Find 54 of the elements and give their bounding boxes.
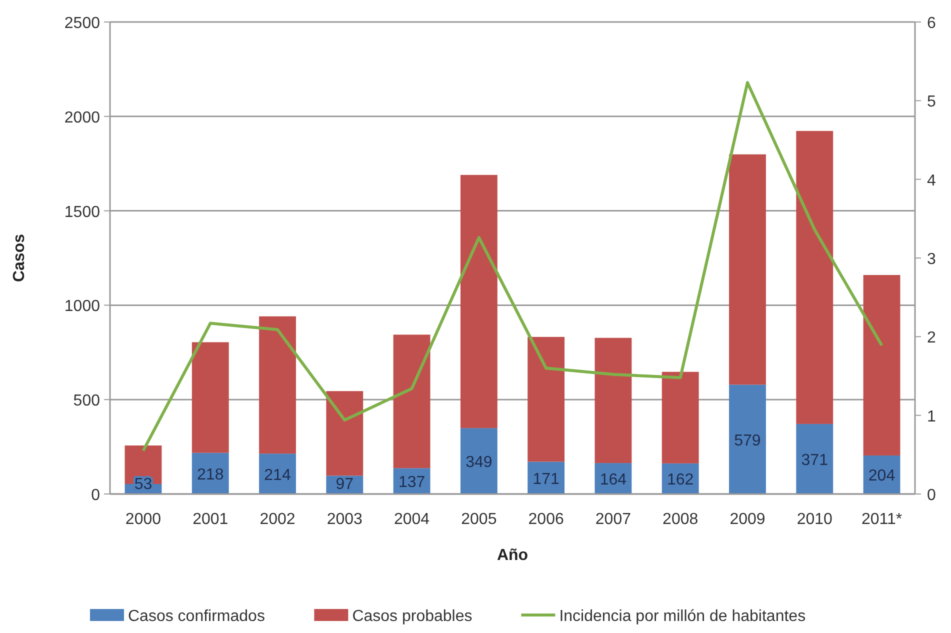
y-tick-label: 1500 bbox=[64, 204, 100, 221]
y2-tick-label: 3 bbox=[927, 251, 936, 268]
y-tick-label: 0 bbox=[91, 487, 100, 504]
data-label: 204 bbox=[868, 468, 896, 485]
y-tick-label: 500 bbox=[73, 392, 100, 410]
bar bbox=[326, 391, 364, 476]
x-tick-label: 2001 bbox=[192, 511, 228, 528]
data-label: 162 bbox=[666, 472, 694, 489]
y2-tick-label: 2 bbox=[927, 330, 936, 347]
line-series bbox=[142, 81, 884, 452]
y2-tick-label: 0 bbox=[927, 487, 936, 504]
legend-label: Casos probables bbox=[352, 608, 472, 625]
x-tick-label: 2011* bbox=[861, 511, 902, 528]
y2-tick-label: 1 bbox=[927, 408, 936, 426]
bar bbox=[192, 342, 229, 453]
x-tick-label: 2003 bbox=[326, 511, 363, 528]
data-label: 97 bbox=[336, 476, 354, 493]
y-tick-label: 2500 bbox=[64, 15, 100, 32]
y2-tick-label: 4 bbox=[927, 172, 936, 190]
x-tick-label: 2006 bbox=[528, 511, 564, 528]
data-label: 171 bbox=[532, 470, 560, 488]
bar bbox=[796, 130, 834, 424]
data-label: 137 bbox=[398, 474, 426, 492]
x-tick-label: 2008 bbox=[662, 511, 698, 528]
x-tick-label: 2002 bbox=[260, 511, 296, 528]
bar bbox=[863, 274, 900, 456]
y-tick-label: 2000 bbox=[64, 109, 100, 126]
y2-tick-label: 6 bbox=[927, 15, 936, 32]
bar bbox=[662, 372, 699, 464]
data-label: 218 bbox=[197, 466, 224, 484]
x-tick-label: 2000 bbox=[125, 511, 162, 528]
bar bbox=[393, 334, 430, 468]
x-tick-label: 2004 bbox=[394, 511, 430, 528]
y-tick-label: 1000 bbox=[64, 298, 100, 316]
legend-label: Incidencia por millón de habitantes bbox=[559, 608, 806, 625]
bar bbox=[259, 316, 296, 454]
x-tick-label: 2007 bbox=[595, 511, 632, 528]
data-label: 371 bbox=[801, 452, 828, 469]
data-label: 214 bbox=[264, 466, 291, 484]
x-tick-label: 2005 bbox=[461, 511, 497, 528]
bar bbox=[594, 338, 632, 464]
legend-label: Casos confirmados bbox=[128, 608, 265, 625]
bar bbox=[460, 174, 498, 428]
bar bbox=[528, 336, 565, 462]
data-label: 349 bbox=[466, 454, 492, 472]
bar bbox=[729, 384, 766, 494]
bar bbox=[729, 154, 766, 385]
data-label: 579 bbox=[734, 432, 761, 450]
data-label: 164 bbox=[600, 472, 627, 489]
y-axis-title: Casos bbox=[11, 234, 28, 282]
y2-tick-label: 5 bbox=[927, 94, 936, 111]
x-tick-label: 2009 bbox=[730, 511, 766, 528]
x-axis-title: Año bbox=[496, 547, 528, 564]
x-tick-label: 2010 bbox=[796, 511, 833, 528]
